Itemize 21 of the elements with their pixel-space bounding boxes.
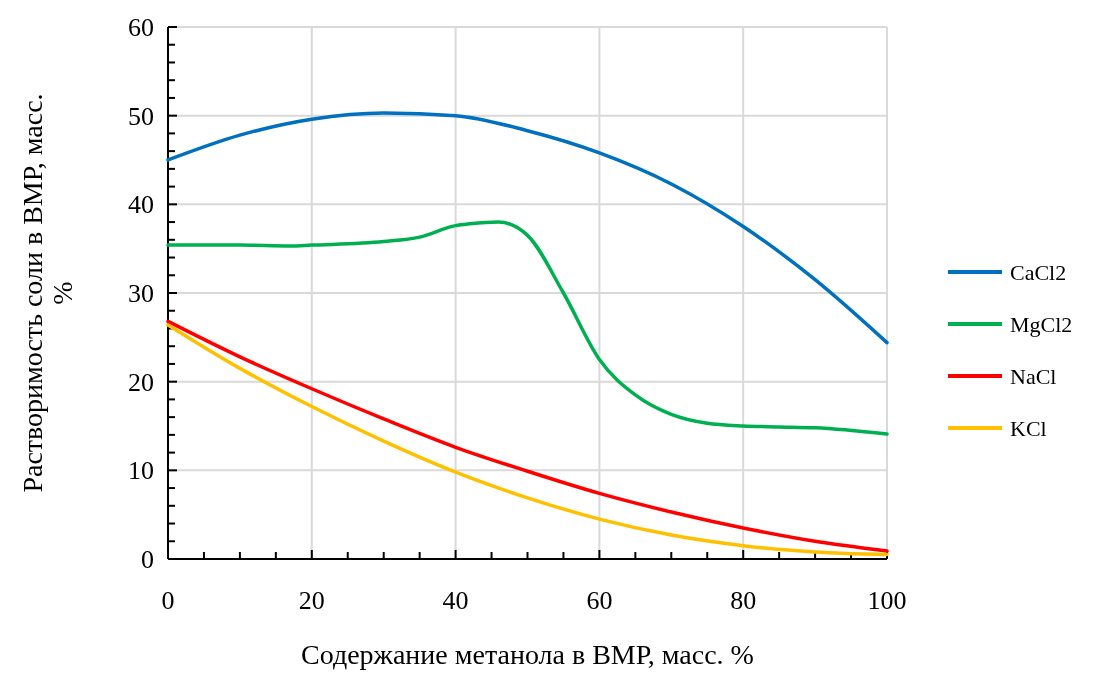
y-tick-label: 60: [128, 13, 154, 42]
y-tick-label: 20: [128, 367, 154, 397]
y-tick-label: 30: [128, 279, 154, 308]
legend-label: KCl: [1010, 416, 1047, 441]
legend-label: MgCl2: [1010, 312, 1073, 337]
x-axis-title: Содержание метанола в ВМР, масс. %: [301, 639, 754, 670]
x-tick-label: 20: [298, 586, 325, 615]
legend-label: NaCl: [1010, 364, 1057, 389]
legend-label: CaCl2: [1010, 260, 1067, 285]
x-tick-label: 80: [730, 586, 757, 615]
y-tick-label: 10: [128, 456, 154, 486]
x-tick-label: 0: [161, 586, 175, 615]
y-tick-label: 40: [128, 190, 154, 220]
x-tick-label: 100: [867, 586, 907, 615]
y-tick-label: 0: [141, 545, 154, 574]
line-series: [166, 220, 889, 436]
x-tick-label: 60: [586, 586, 613, 615]
line-series: [166, 111, 889, 345]
y-axis-title: Растворимость соли в ВМР, масс. %: [17, 93, 78, 493]
x-tick-label: 40: [442, 586, 469, 615]
y-tick-label: 50: [128, 101, 154, 131]
